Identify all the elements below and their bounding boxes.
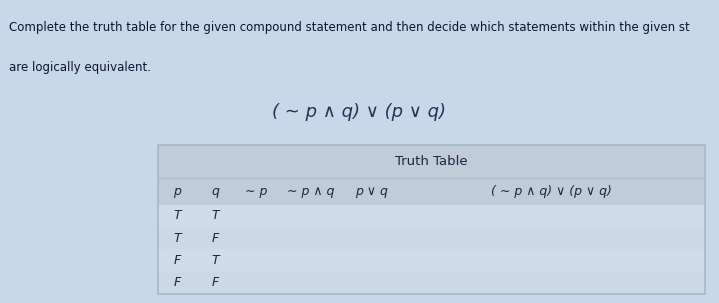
Text: T: T bbox=[211, 209, 219, 222]
Text: are logically equivalent.: are logically equivalent. bbox=[9, 61, 150, 74]
Text: ∼ p ∧ q: ∼ p ∧ q bbox=[288, 185, 335, 198]
Text: p: p bbox=[173, 185, 181, 198]
Text: ( ∼ p ∧ q) ∨ (p ∨ q): ( ∼ p ∧ q) ∨ (p ∨ q) bbox=[491, 185, 612, 198]
Text: p ∨ q: p ∨ q bbox=[355, 185, 388, 198]
Text: F: F bbox=[174, 254, 181, 267]
Text: T: T bbox=[211, 254, 219, 267]
Text: Complete the truth table for the given compound statement and then decide which : Complete the truth table for the given c… bbox=[9, 21, 690, 34]
Text: F: F bbox=[174, 276, 181, 289]
Text: F: F bbox=[212, 232, 219, 245]
Text: q: q bbox=[211, 185, 219, 198]
Text: T: T bbox=[173, 232, 181, 245]
Text: ( ∼ p ∧ q) ∨ (p ∨ q): ( ∼ p ∧ q) ∨ (p ∨ q) bbox=[273, 103, 446, 121]
Text: ∼ p: ∼ p bbox=[245, 185, 267, 198]
Text: T: T bbox=[173, 209, 181, 222]
Text: Truth Table: Truth Table bbox=[395, 155, 468, 168]
Text: F: F bbox=[212, 276, 219, 289]
